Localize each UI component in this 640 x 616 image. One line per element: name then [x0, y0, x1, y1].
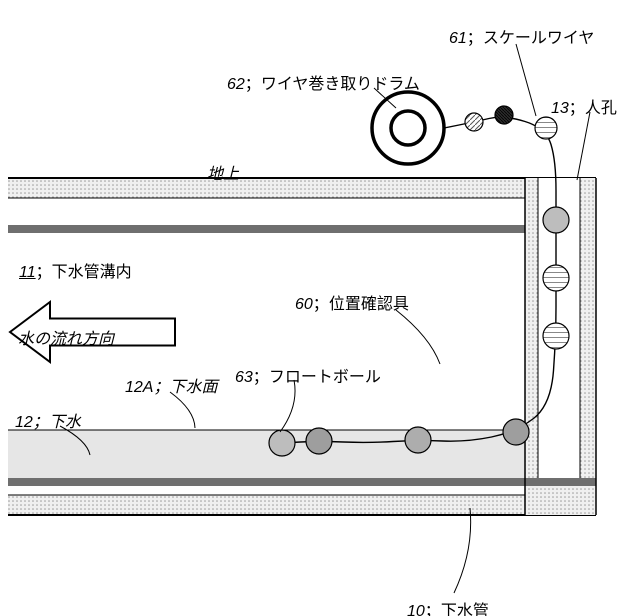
label-manhole: 13；人孔	[551, 94, 617, 118]
label-waterSurf: 12A；下水面	[125, 373, 218, 397]
label-sewage: 12；下水	[15, 408, 81, 432]
float-ball	[405, 427, 431, 453]
label-text: 人孔	[585, 100, 617, 117]
label-text: 地上	[207, 166, 239, 183]
label-text: 下水	[49, 414, 81, 431]
label-text: ワイヤ巻き取りドラム	[261, 76, 420, 93]
label-num: 62	[227, 76, 245, 93]
label-text: 下水管	[441, 603, 489, 616]
label-num: 63	[235, 369, 253, 386]
label-num: 11	[19, 264, 36, 281]
label-text: 下水管溝内	[52, 264, 132, 281]
label-pipe: 10；下水管	[407, 597, 489, 616]
leader	[516, 44, 536, 116]
label-num: 12A	[125, 379, 153, 396]
label-drum: 62；ワイヤ巻き取りドラム	[227, 70, 420, 94]
label-num: 60	[295, 296, 313, 313]
label-scaleWire: 61；スケールワイヤ	[449, 24, 594, 48]
label-num: 61	[449, 30, 467, 47]
label-text: 位置確認具	[329, 296, 409, 313]
leader	[454, 508, 471, 593]
float-ball	[465, 113, 483, 131]
float-ball	[306, 428, 332, 454]
leader	[170, 392, 195, 428]
float-ball	[543, 323, 569, 349]
label-culvert: 11；下水管溝内	[19, 258, 132, 282]
float-ball	[269, 430, 295, 456]
leader	[396, 310, 440, 364]
label-flowArrow: 水の流れ方向	[18, 325, 114, 349]
float-ball	[535, 117, 557, 139]
label-posTool: 60；位置確認具	[295, 290, 409, 314]
label-floatBall: 63；フロートボール	[235, 363, 381, 387]
label-num: 13	[551, 100, 569, 117]
leader	[577, 112, 590, 180]
float-ball	[543, 265, 569, 291]
scale-wire	[282, 117, 556, 443]
float-ball	[495, 106, 513, 124]
float-ball	[543, 207, 569, 233]
label-ground: 地上	[207, 160, 239, 184]
label-text: 下水面	[169, 379, 217, 396]
float-ball	[503, 419, 529, 445]
label-text: スケールワイヤ	[483, 30, 595, 47]
label-num: 12	[15, 414, 33, 431]
label-text: フロートボール	[269, 369, 381, 386]
leader	[280, 380, 295, 432]
label-num: 10	[407, 603, 425, 616]
label-text: 水の流れ方向	[18, 331, 114, 348]
